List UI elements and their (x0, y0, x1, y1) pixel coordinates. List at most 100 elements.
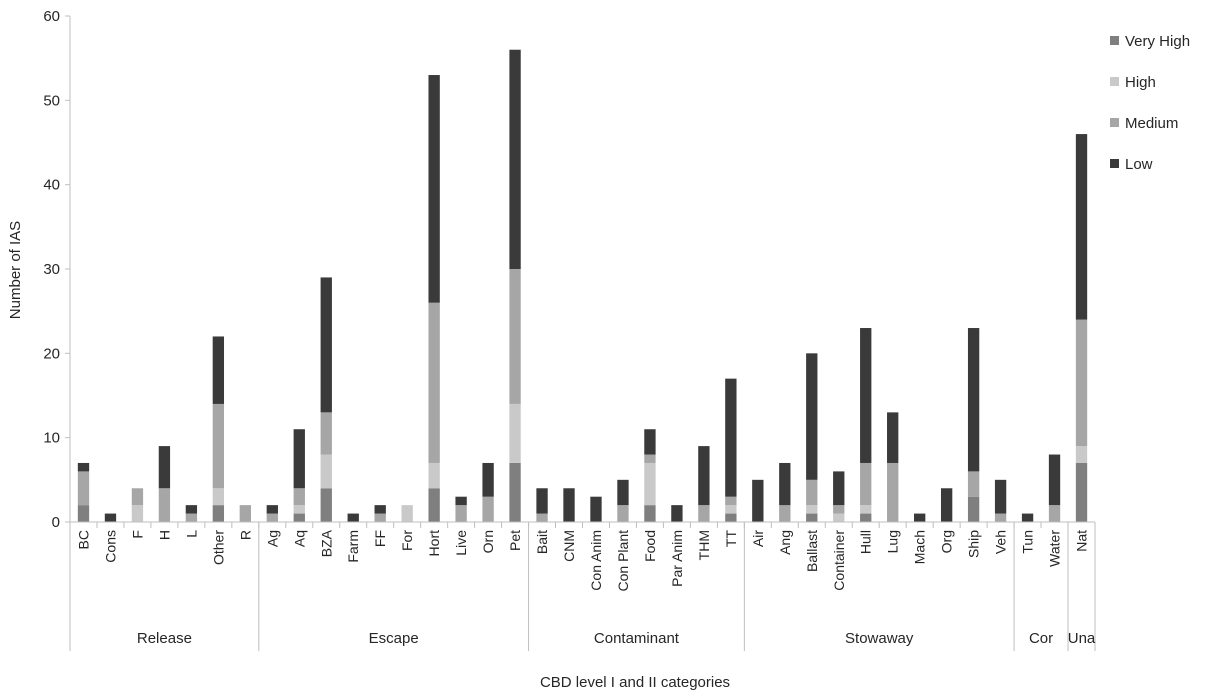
x-category-label: CNM (561, 530, 577, 562)
legend-label: Very High (1125, 33, 1190, 50)
x-category-label: BC (75, 530, 91, 549)
bar-segment-high (509, 403, 521, 463)
bar-segment-low (320, 277, 332, 413)
x-category-label: Lug (885, 530, 901, 553)
bar-segment-low (967, 328, 980, 472)
bar-segment-medium (698, 505, 710, 522)
bar-segment-medium (455, 505, 467, 522)
bar-segment-medium (1075, 319, 1088, 447)
bar-segment-low (914, 513, 926, 522)
bar-segment-medium (212, 403, 225, 489)
x-category-label: Veh (993, 530, 1009, 554)
bar-segment-low (671, 505, 683, 522)
bar-segment-medium (374, 513, 386, 522)
bar-segment-medium (725, 496, 737, 506)
x-category-label: F (129, 530, 145, 539)
y-tick-label: 20 (43, 345, 60, 362)
x-category-label: Ship (966, 530, 982, 558)
bar-segment-low (347, 513, 359, 522)
x-category-label: H (156, 530, 172, 540)
bar-segment-very-high (320, 488, 332, 522)
x-category-label: Nat (1074, 530, 1090, 552)
bar-segment-medium (833, 505, 845, 514)
x-category-label: Water (1047, 530, 1063, 567)
bar-segment-medium (617, 505, 629, 522)
bar-segment-very-high (1075, 462, 1088, 522)
legend-swatch-low (1110, 159, 1119, 168)
bar-segment-very-high (725, 513, 737, 522)
y-tick-label: 0 (52, 514, 60, 531)
bar-segment-high (860, 505, 872, 514)
x-category-label: For (399, 530, 415, 551)
bars-layer (77, 49, 1088, 522)
legend-label: Medium (1125, 115, 1178, 132)
x-category-label: Aq (291, 530, 307, 547)
y-axis-title: Number of IAS (7, 221, 24, 319)
bar-segment-low (293, 429, 305, 489)
bar-segment-very-high (806, 513, 818, 522)
x-category-label: Live (453, 530, 469, 556)
bar-segment-very-high (77, 505, 90, 522)
bar-segment-very-high (967, 496, 980, 522)
bar-segment-high (131, 505, 144, 522)
x-category-label: Container (831, 530, 847, 591)
bar-segment-high (1075, 446, 1088, 463)
bar-segment-medium (293, 488, 305, 506)
bar-segment-high (428, 462, 440, 489)
bar-segment-medium (779, 505, 791, 522)
x-category-label: Ang (777, 530, 793, 555)
x-category-label: Other (210, 530, 226, 565)
bar-segment-low (536, 488, 548, 514)
bar-segment-low (185, 505, 198, 514)
bar-segment-low (509, 49, 521, 270)
x-category-label: Con Plant (615, 530, 631, 592)
bar-segment-low (563, 488, 575, 522)
bar-segment-very-high (509, 462, 521, 522)
x-category-label: THM (696, 530, 712, 560)
bar-segment-low (77, 462, 90, 472)
group-label: Cor (1029, 630, 1053, 647)
bar-segment-medium (860, 462, 872, 506)
bar-segment-medium (158, 488, 171, 522)
group-label: Stowaway (845, 630, 914, 647)
bar-segment-low (1048, 454, 1061, 506)
bar-segment-very-high (212, 505, 225, 522)
x-category-label: Ag (264, 530, 280, 547)
x-category-label: Mach (912, 530, 928, 564)
bar-segment-high (806, 505, 818, 514)
bar-segment-high (320, 454, 332, 489)
x-category-label: Par Anim (669, 530, 685, 587)
bar-segment-high (401, 505, 413, 522)
bar-segment-low (860, 328, 872, 463)
bar-segment-medium (644, 454, 656, 463)
bar-segment-low (725, 378, 737, 497)
bar-segment-high (725, 505, 737, 514)
bar-segment-high (644, 462, 656, 506)
bar-segment-low (374, 505, 386, 514)
x-category-label: Cons (102, 530, 118, 563)
bar-segment-low (1021, 513, 1034, 522)
x-category-label: Hort (426, 530, 442, 557)
x-category-label: Farm (345, 530, 361, 563)
bar-segment-low (104, 513, 117, 522)
x-category-label: Con Anim (588, 530, 604, 591)
legend-swatch-high (1110, 77, 1119, 86)
bar-segment-low (698, 446, 710, 506)
group-label: Una (1068, 630, 1096, 647)
bar-segment-low (482, 462, 494, 497)
legend-swatch-medium (1110, 118, 1119, 127)
bar-segment-medium (967, 471, 980, 497)
x-category-label: Pet (507, 530, 523, 551)
bar-segment-very-high (428, 488, 440, 522)
y-tick-label: 40 (43, 177, 60, 194)
bar-segment-low (428, 75, 440, 303)
bar-segment-medium (887, 462, 899, 522)
bar-segment-medium (1048, 505, 1061, 522)
axes-layer (65, 15, 1096, 651)
legend-swatch-very-high (1110, 36, 1119, 45)
x-axis-title: CBD level I and II categories (540, 674, 730, 691)
bar-segment-low (617, 479, 629, 506)
bar-segment-low (455, 496, 467, 506)
y-tick-label: 10 (43, 430, 60, 447)
